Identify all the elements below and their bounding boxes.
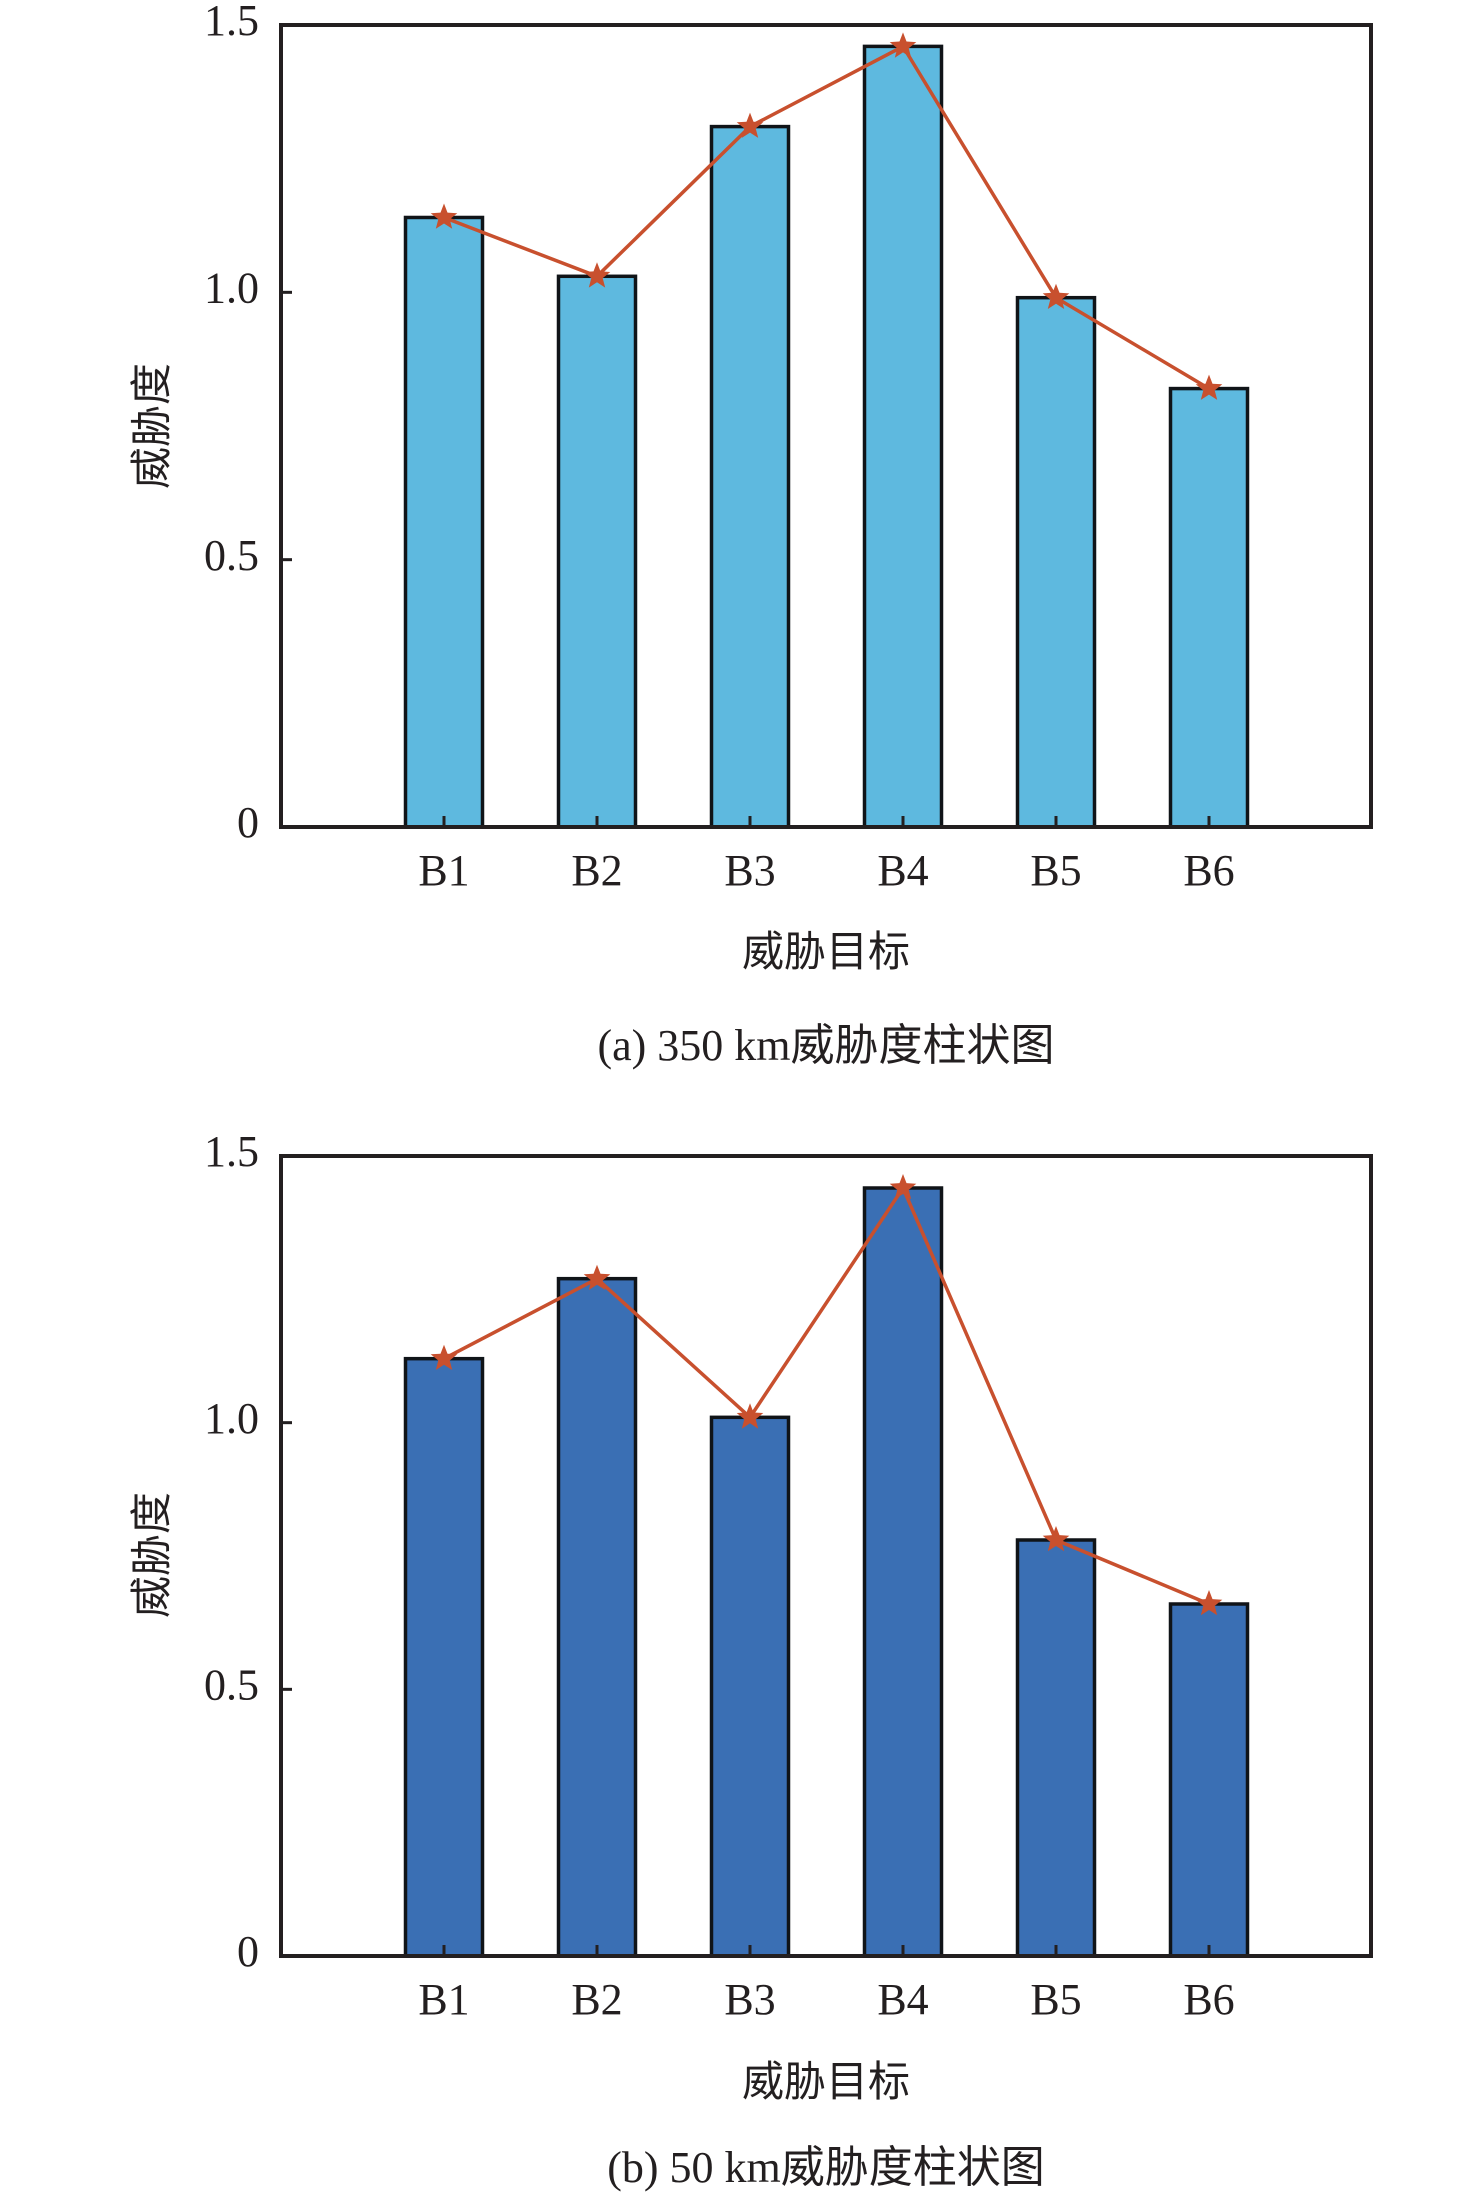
bar-b1 (403, 1356, 485, 1958)
series-line (443, 1184, 1210, 1606)
star-marker-b2 (583, 262, 611, 288)
bar-b6 (1168, 1602, 1250, 1958)
plot-frame (279, 23, 1373, 829)
star-marker-b3 (736, 112, 764, 138)
y-ticks: 0 0.5 1.0 1.5 (204, 1127, 292, 1976)
line-series (430, 32, 1223, 400)
x-ticks: B1 B2 B3 B4 B5 B6 (418, 816, 1235, 895)
x-tick-label: B1 (418, 1975, 469, 2024)
bars-group (403, 44, 1250, 829)
bars-group (403, 1186, 1250, 1958)
x-ticks: B1 B2 B3 B4 B5 B6 (418, 1945, 1235, 2024)
line-series (430, 1174, 1223, 1616)
x-axis-title: 威胁目标 (742, 2057, 910, 2106)
star-marker-b4 (889, 32, 917, 58)
bar-b3 (709, 124, 791, 829)
bar-b4 (862, 1186, 944, 1958)
x-tick-label: B3 (724, 1975, 775, 2024)
star-marker-b5 (1042, 283, 1070, 309)
plot-frame (279, 1154, 1373, 1958)
y-ticks: 0 0.5 1.0 1.5 (204, 0, 292, 847)
y-tick-label: 0 (237, 798, 259, 847)
y-axis-title: 威胁度 (127, 1492, 176, 1618)
x-tick-label: B6 (1183, 846, 1234, 895)
chart-a: 0 0.5 1.0 1.5 B1 B2 B3 B4 B5 B6 威胁度 威胁目标 (a) 350… (127, 0, 1373, 1070)
y-axis-title: 威胁度 (127, 363, 176, 489)
y-tick-label: 0 (237, 1927, 259, 1976)
x-tick-label: B1 (418, 846, 469, 895)
star-marker-b3 (736, 1403, 764, 1429)
x-tick-label: B5 (1030, 1975, 1081, 2024)
y-tick-label: 1.5 (204, 1127, 259, 1176)
y-tick-label: 1.0 (204, 263, 259, 312)
y-tick-label: 1.0 (204, 1394, 259, 1443)
star-marker-b5 (1042, 1526, 1070, 1552)
bar-b3 (709, 1415, 791, 1958)
x-tick-label: B2 (571, 1975, 622, 2024)
star-marker-b1 (430, 203, 458, 229)
x-tick-label: B2 (571, 846, 622, 895)
x-tick-label: B3 (724, 846, 775, 895)
chart-caption: (b) 50 km威胁度柱状图 (607, 2143, 1045, 2192)
bar-b4 (862, 44, 944, 829)
star-marker-b6 (1195, 374, 1223, 400)
y-tick-label: 1.5 (204, 0, 259, 45)
star-marker-b4 (889, 1174, 917, 1200)
y-tick-label: 0.5 (204, 1660, 259, 1709)
bar-b2 (556, 274, 638, 829)
bar-b1 (403, 215, 485, 829)
star-marker-b2 (583, 1264, 611, 1290)
bar-b2 (556, 1276, 638, 1958)
chart-b: 0 0.5 1.0 1.5 B1 B2 B3 B4 B5 B6 威胁度 威胁目标 (b) 50 … (127, 1127, 1373, 2192)
x-tick-label: B4 (877, 1975, 928, 2024)
axes-box (279, 23, 1373, 829)
star-marker-b1 (430, 1344, 458, 1370)
x-axis-title: 威胁目标 (742, 927, 910, 976)
axes-box (279, 1154, 1373, 1958)
chart-caption: (a) 350 km威胁度柱状图 (597, 1021, 1054, 1070)
x-tick-label: B4 (877, 846, 928, 895)
series-line (443, 44, 1210, 391)
y-tick-label: 0.5 (204, 531, 259, 580)
x-tick-label: B5 (1030, 846, 1081, 895)
bar-b6 (1168, 386, 1250, 829)
bar-b5 (1015, 1538, 1097, 1958)
bar-b5 (1015, 295, 1097, 829)
x-tick-label: B6 (1183, 1975, 1234, 2024)
star-marker-b6 (1195, 1590, 1223, 1616)
